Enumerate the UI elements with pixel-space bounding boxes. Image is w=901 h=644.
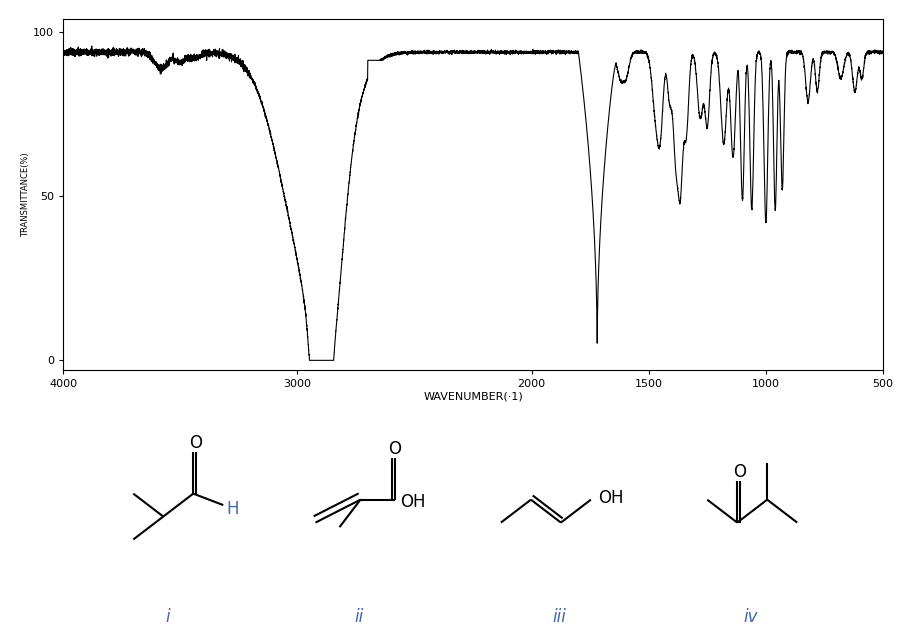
Text: iii: iii — [552, 608, 567, 626]
Text: i: i — [166, 608, 170, 626]
Text: O: O — [733, 462, 746, 480]
Text: ii: ii — [354, 608, 364, 626]
X-axis label: WAVENUMBER(·1): WAVENUMBER(·1) — [423, 392, 523, 402]
Text: OH: OH — [598, 489, 623, 507]
Text: O: O — [388, 440, 402, 458]
Text: iv: iv — [743, 608, 758, 626]
Text: H: H — [226, 500, 239, 518]
Text: OH: OH — [401, 493, 426, 511]
Y-axis label: TRANSMITTANCE(%): TRANSMITTANCE(%) — [22, 153, 31, 237]
Text: O: O — [189, 433, 203, 451]
